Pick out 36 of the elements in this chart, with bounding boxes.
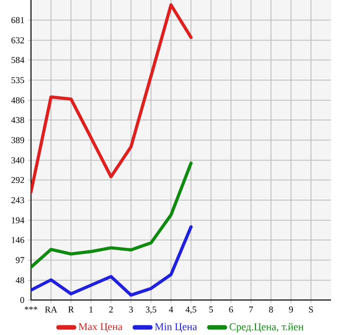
x-tick-label: RA	[45, 306, 58, 312]
x-tick-label: 5	[209, 306, 213, 312]
y-tick-label: 97	[16, 257, 24, 264]
x-tick-label: 7	[249, 306, 253, 312]
x-tick-label: R	[68, 306, 74, 312]
y-tick-label: 535	[12, 77, 24, 84]
legend-label: Max Цена	[78, 323, 122, 332]
y-tick-label: 243	[11, 197, 24, 204]
y-tick-label: 146	[12, 236, 24, 244]
x-tick-label: 3,5	[146, 306, 156, 314]
y-tick-label: 0	[20, 296, 24, 304]
y-tick-label: 632	[11, 37, 24, 44]
x-tick-label: 9	[289, 306, 293, 313]
x-tick-label: ***	[24, 306, 38, 310]
y-tick-label: 340	[11, 157, 24, 164]
x-tick-label: 8	[269, 306, 273, 313]
line-series	[31, 3, 193, 194]
x-tick-label: S	[309, 306, 313, 313]
line-series	[31, 225, 193, 297]
y-tick-label: 681	[11, 17, 24, 24]
x-tick-label: 1	[90, 306, 93, 312]
x-tick-label: 4,5	[186, 306, 196, 314]
y-tick-label: 194	[12, 217, 24, 224]
y-tick-label: 486	[11, 97, 24, 104]
y-tick-label: 438	[11, 116, 24, 124]
x-tick-label: 4	[168, 306, 174, 312]
y-tick-label: 48	[16, 277, 24, 284]
legend-label: Min Цена	[154, 323, 197, 332]
x-tick-label: 6	[229, 306, 233, 313]
line-series	[31, 162, 193, 269]
y-tick-label: 292	[11, 176, 24, 184]
y-tick-label: 584	[12, 56, 24, 64]
legend-label: Сред.Цена, т.йен	[230, 323, 304, 332]
x-tick-label: 2	[109, 306, 113, 312]
y-tick-label: 389	[11, 137, 24, 144]
x-tick-label: 3	[129, 306, 133, 313]
